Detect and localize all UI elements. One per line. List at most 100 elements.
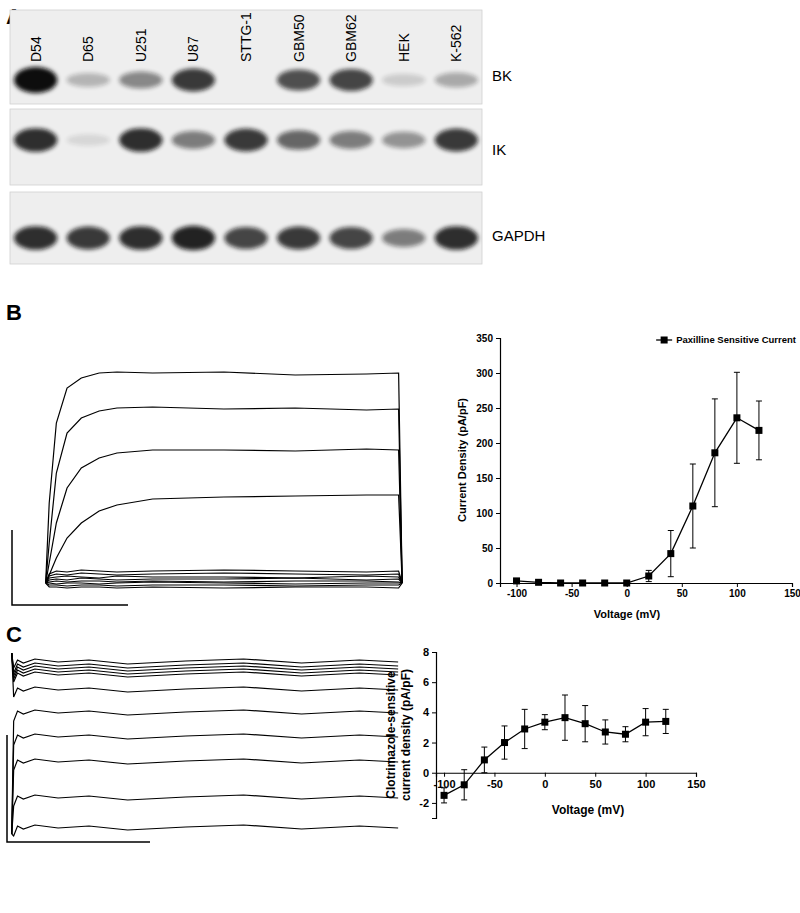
error-bar — [522, 709, 528, 748]
traces — [12, 653, 398, 836]
error-bar-cap — [522, 709, 528, 710]
x-axis-tick: -100 — [507, 583, 527, 599]
current-trace — [12, 653, 398, 682]
y-axis-tick-label: 6 — [423, 676, 429, 688]
y-axis-tick-label: 300 — [476, 368, 493, 379]
error-bar-cap — [734, 463, 740, 464]
error-bar — [668, 531, 674, 577]
lane-label: U251 — [133, 28, 149, 62]
error-bar — [602, 720, 608, 744]
error-bar — [562, 695, 568, 740]
blot-strip — [10, 192, 482, 264]
y-axis-tick: 250 — [476, 403, 500, 414]
y-axis-tick: 4 — [423, 706, 436, 718]
current-trace — [46, 495, 403, 583]
error-bar-cap — [756, 459, 762, 460]
x-axis-tick: 0 — [542, 773, 548, 790]
data-point — [561, 714, 568, 721]
current-trace — [12, 734, 398, 834]
data-point — [579, 580, 586, 587]
data-point — [501, 739, 508, 746]
error-bar-cap — [481, 747, 487, 748]
x-axis-tick-label: 50 — [677, 588, 689, 599]
blot-band — [277, 69, 320, 90]
error-bar-cap — [663, 709, 669, 710]
y-axis-tick-mark — [432, 803, 436, 804]
error-bar-cap — [643, 735, 649, 736]
blot-band — [14, 226, 57, 250]
panel-label: B — [6, 300, 22, 325]
current-trace — [46, 583, 403, 586]
error-bar-cap — [542, 729, 548, 730]
x-axis-tick-mark — [646, 773, 647, 777]
lane-label: D65 — [80, 36, 96, 62]
data-point — [557, 580, 564, 587]
background — [0, 0, 800, 913]
x-axis-tick-label: 50 — [590, 778, 602, 790]
blot-band — [277, 227, 320, 250]
error-bar-cap — [522, 748, 528, 749]
y-axis-tick-label: 50 — [482, 543, 494, 554]
x-axis-tick: 100 — [637, 773, 655, 790]
current-trace — [12, 825, 398, 836]
error-bar-cap — [562, 695, 568, 696]
x-axis-tick-label: 150 — [687, 778, 705, 790]
data-point — [711, 449, 718, 456]
blot-band — [330, 131, 373, 149]
error-bar — [481, 747, 487, 773]
y-axis-tick-mark — [496, 583, 500, 584]
y-axis-tick-mark — [432, 743, 436, 744]
data-point — [513, 577, 520, 584]
error-bar — [663, 709, 669, 733]
y-axis-tick-mark — [496, 443, 500, 444]
x-axis: -100-50050100150 — [501, 583, 800, 599]
x-axis-tick-mark — [595, 773, 596, 777]
error-bar-cap — [602, 719, 608, 720]
y-axis-tick-label: 150 — [476, 473, 493, 484]
y-axis-tick-label: 250 — [476, 403, 493, 414]
lane-label: U87 — [185, 36, 201, 62]
error-bar-cap — [622, 726, 628, 727]
y-axis-tick-mark — [496, 373, 500, 374]
blot-band — [435, 73, 478, 88]
x-axis-tick-label: 100 — [729, 588, 746, 599]
y-axis-tick-label: 100 — [476, 508, 493, 519]
y-axis-title: Clotrimazole-sensitive — [384, 671, 398, 799]
x-axis-tick-label: 0 — [624, 588, 630, 599]
current-trace — [46, 583, 403, 588]
y-axis-tick: 0 — [423, 767, 436, 779]
lane-label: GBM50 — [291, 14, 307, 62]
data-point — [689, 503, 696, 510]
panel-label: C — [6, 622, 22, 647]
current-trace — [46, 570, 403, 583]
blot-band — [14, 128, 57, 152]
y-axis-line — [432, 653, 437, 819]
y-axis-tick-label: 4 — [423, 706, 430, 718]
x-axis-tick: 50 — [677, 583, 689, 599]
iv-chart: -100-50050100150050100150200250300350Vol… — [456, 333, 800, 620]
blot-band — [435, 226, 478, 250]
blot-band — [224, 129, 267, 152]
x-axis-tick-mark — [444, 773, 445, 777]
data-point — [441, 792, 448, 799]
error-bar — [622, 727, 628, 742]
current-trace — [46, 407, 403, 583]
current-trace — [46, 576, 403, 583]
current-trace — [46, 573, 403, 583]
x-axis-title: Voltage (mV) — [594, 608, 661, 620]
legend-label: Paxilline Sensitive Current — [676, 334, 797, 345]
blot-band — [382, 132, 425, 148]
error-bar-cap — [441, 787, 447, 788]
y-axis-tick-label: 0 — [423, 767, 429, 779]
y-axis-tick-mark — [432, 773, 436, 774]
y-axis-tick: 2 — [423, 737, 436, 749]
series-line — [444, 718, 666, 796]
blot-band — [277, 130, 320, 150]
x-axis-tick-label: 100 — [637, 778, 655, 790]
error-bar-cap — [461, 799, 467, 800]
x-axis-tick-label: 0 — [542, 778, 548, 790]
error-bar-cap — [690, 548, 696, 549]
x-axis-title: Voltage (mV) — [552, 803, 624, 817]
blot-band — [119, 71, 162, 88]
x-axis-tick-mark — [696, 773, 697, 777]
